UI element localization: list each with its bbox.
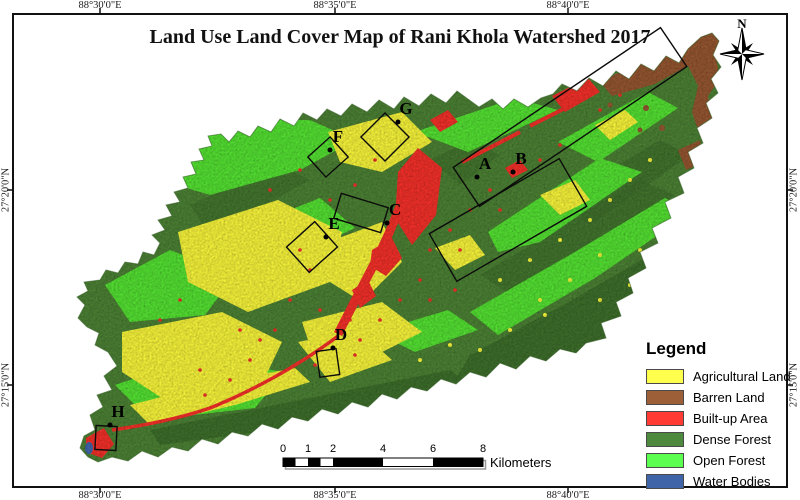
axis-label-bottom-3: 88°40'0"E <box>546 490 590 500</box>
site-dot-F <box>327 147 333 153</box>
legend-item-label: Water Bodies <box>693 474 771 489</box>
legend-item-label: Dense Forest <box>693 432 772 447</box>
legend-item-label: Barren Land <box>693 390 765 405</box>
legend-swatch <box>646 411 684 426</box>
site-dot-B <box>510 169 516 175</box>
site-label-H: H <box>111 402 125 421</box>
legend-swatch <box>646 390 684 405</box>
site-dot-A <box>474 174 480 180</box>
legend-swatch <box>646 369 684 384</box>
axis-label-top-3: 88°40'0"E <box>546 0 590 11</box>
legend: Legend Agricultural Land Barren Land Built… <box>646 339 791 492</box>
site-dot-H <box>107 422 113 428</box>
legend-item-label: Open Forest <box>693 453 766 468</box>
scale-tick-4: 6 <box>429 443 437 455</box>
axis-label-top-1: 88°30'0"E <box>78 0 122 11</box>
legend-items: Agricultural Land Barren Land Built-up Are… <box>646 366 791 492</box>
watershed-outline <box>76 32 722 463</box>
site-dot-C <box>384 220 390 226</box>
legend-item: Agricultural Land <box>646 366 791 387</box>
site-label-C: C <box>388 200 402 219</box>
scale-tick-5: 8 <box>479 443 487 455</box>
scale-tick-2: 2 <box>329 443 337 455</box>
site-label-F: F <box>332 127 344 146</box>
legend-item: Barren Land <box>646 387 791 408</box>
axis-label-top-2: 88°35'0"E <box>313 0 357 11</box>
site-label-D: D <box>334 325 348 344</box>
scale-bar <box>282 457 487 470</box>
scale-tick-3: 4 <box>379 443 387 455</box>
legend-item: Built-up Area <box>646 408 791 429</box>
site-dot-G <box>395 119 401 125</box>
axis-label-bottom-1: 88°30'0"E <box>78 490 122 500</box>
axis-label-left-2: 27°15'0"N <box>0 362 12 408</box>
graticule-ticks <box>7 8 793 493</box>
legend-item-label: Built-up Area <box>693 411 768 426</box>
sample-rectangles <box>94 26 688 452</box>
site-label-E: E <box>328 214 340 233</box>
site-dot-D <box>330 345 336 351</box>
scale-unit-label: Kilometers <box>490 455 552 470</box>
legend-swatch <box>646 432 684 447</box>
north-label: N <box>737 16 747 31</box>
site-label-B: B <box>515 149 527 168</box>
scale-tick-0: 0 <box>279 443 287 455</box>
compass-icon <box>719 27 765 81</box>
legend-title: Legend <box>646 339 707 358</box>
map-title: Land Use Land Cover Map of Rani Khola Wa… <box>149 26 651 48</box>
site-label-A: A <box>478 154 492 173</box>
axis-label-right-1: 27°20'0"N <box>788 167 800 213</box>
legend-swatch <box>646 474 684 489</box>
legend-item: Dense Forest <box>646 429 791 450</box>
site-dot-E <box>323 234 329 240</box>
axis-label-left-1: 27°20'0"N <box>0 167 12 213</box>
site-label-G: G <box>399 99 413 118</box>
legend-item-label: Agricultural Land <box>693 369 791 384</box>
legend-item: Open Forest <box>646 450 791 471</box>
scale-tick-1: 1 <box>304 443 312 455</box>
legend-swatch <box>646 453 684 468</box>
axis-label-bottom-2: 88°35'0"E <box>313 490 357 500</box>
legend-item: Water Bodies <box>646 471 791 492</box>
